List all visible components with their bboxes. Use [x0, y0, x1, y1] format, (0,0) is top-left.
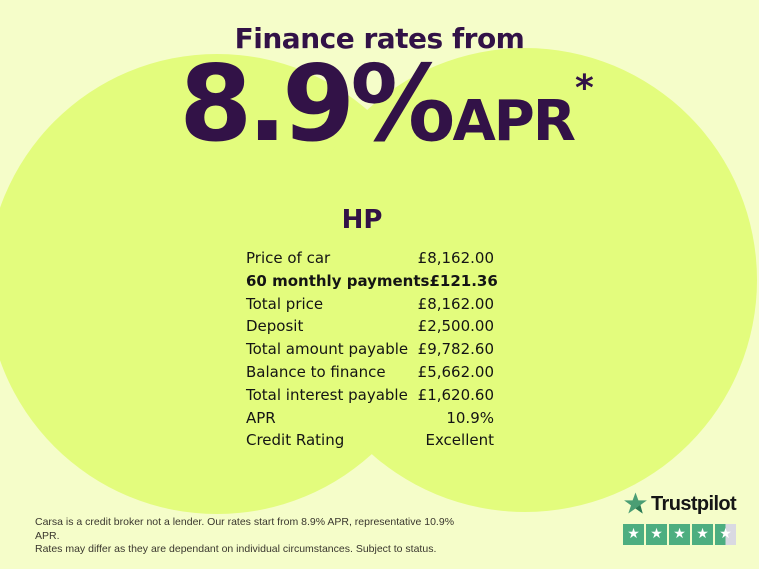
trustpilot-logo-row: Trustpilot — [623, 490, 743, 517]
row-value: £121.36 — [429, 271, 498, 290]
row-value: Excellent — [425, 431, 494, 450]
row-value: £5,662.00 — [417, 362, 494, 381]
background-circle-right — [293, 48, 757, 512]
table-row: APR 10.9% — [246, 407, 494, 430]
page-title: Finance rates from — [234, 22, 525, 55]
row-value: 10.9% — [446, 408, 494, 427]
row-label: Total price — [246, 294, 324, 313]
disclaimer-line: Carsa is a credit broker not a lender. O… — [35, 516, 455, 542]
hero-rate-suffix: APR — [452, 89, 576, 154]
row-label: Balance to finance — [246, 362, 386, 381]
row-label: 60 monthly payments — [246, 271, 430, 290]
table-row: Total amount payable £9,782.60 — [246, 338, 494, 361]
trustpilot-rating-stars: ★ ★ ★ ★ ★ — [623, 524, 743, 545]
row-value: £9,782.60 — [417, 340, 494, 359]
legal-disclaimer: Carsa is a credit broker not a lender. O… — [35, 516, 465, 557]
row-label: Deposit — [246, 317, 304, 336]
row-label: APR — [246, 408, 276, 427]
row-label: Price of car — [246, 249, 331, 267]
row-value: £2,500.00 — [417, 317, 494, 336]
row-label: Total amount payable — [246, 340, 409, 359]
row-label: Credit Rating — [246, 431, 345, 450]
finance-product-title: HP — [341, 205, 383, 235]
rating-star-icon: ★ — [692, 524, 713, 545]
table-row: Total interest payable £1,620.60 — [246, 384, 494, 407]
table-row: Balance to finance £5,662.00 — [246, 361, 494, 384]
rating-star-icon: ★ — [623, 524, 644, 545]
rating-star-icon: ★ — [669, 524, 690, 545]
row-value: £1,620.60 — [417, 385, 494, 404]
trustpilot-star-icon — [624, 492, 647, 513]
hero-rate-group: 8.9% APR * — [0, 52, 759, 157]
row-value: £8,162.00 — [417, 249, 494, 267]
table-row: Price of car £8,162.00 — [246, 247, 494, 270]
table-row: Total price £8,162.00 — [246, 293, 494, 316]
table-row: Credit Rating Excellent — [246, 429, 494, 452]
disclaimer-line: Rates may differ as they are dependant o… — [35, 543, 437, 555]
trustpilot-badge[interactable]: Trustpilot ★ ★ ★ ★ ★ — [623, 490, 743, 545]
hero-rate-value: 8.9% — [179, 43, 455, 165]
finance-table: Price of car £8,162.00 60 monthly paymen… — [246, 247, 498, 452]
trustpilot-wordmark: Trustpilot — [651, 492, 737, 515]
row-label: Total interest payable — [246, 385, 408, 404]
rating-star-icon: ★ — [646, 524, 667, 545]
row-value: £8,162.00 — [417, 294, 494, 313]
hero-footnote-marker: * — [574, 68, 594, 109]
rating-star-half-icon: ★ — [715, 524, 736, 545]
table-row: Deposit £2,500.00 — [246, 315, 494, 338]
table-row: 60 monthly payments £121.36 — [246, 270, 498, 293]
